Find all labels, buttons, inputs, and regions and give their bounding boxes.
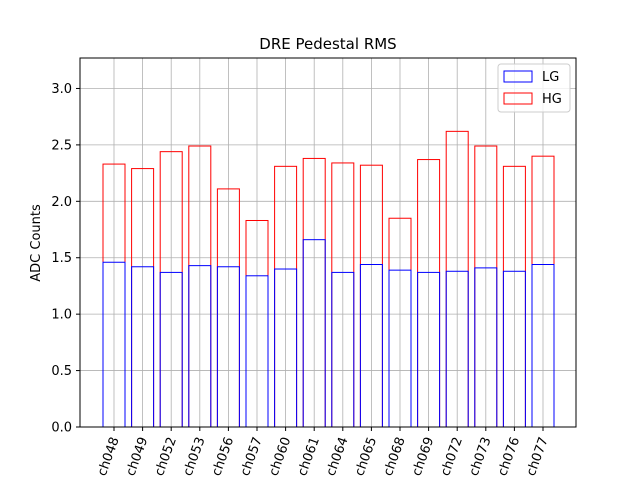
legend-swatch-lg xyxy=(503,70,533,83)
legend-label-hg: HG xyxy=(542,92,562,107)
legend: LG HG xyxy=(497,63,571,113)
y-tick-label: 2.0 xyxy=(51,195,72,210)
plot-frame xyxy=(79,57,577,428)
y-tick-label: 0.0 xyxy=(51,421,72,436)
y-tick-label: 1.5 xyxy=(51,251,72,266)
legend-box xyxy=(497,63,571,113)
y-tick-label: 1.0 xyxy=(51,308,72,323)
y-tick-label: 2.5 xyxy=(51,138,72,153)
chart-title: DRE Pedestal RMS xyxy=(259,35,396,53)
y-axis-label: ADC Counts xyxy=(29,204,44,282)
grid-layer xyxy=(80,58,576,428)
y-tick-label: 3.0 xyxy=(51,82,72,97)
legend-label-lg: LG xyxy=(542,70,559,85)
legend-swatch-hg xyxy=(503,92,533,105)
y-tick-label: 0.5 xyxy=(51,364,72,379)
